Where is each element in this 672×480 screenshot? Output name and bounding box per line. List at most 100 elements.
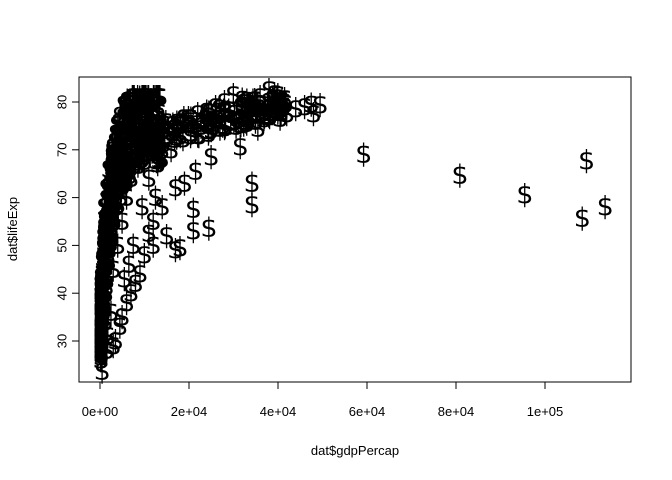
data-point: $ xyxy=(103,223,120,254)
data-point: $ xyxy=(104,148,121,179)
data-point: $ xyxy=(95,285,112,316)
data-point: $ xyxy=(93,292,110,323)
data-point: $ xyxy=(122,104,139,135)
data-point: $ xyxy=(174,107,191,138)
data-point: $ xyxy=(92,318,109,349)
data-point: $ xyxy=(97,306,114,337)
data-point: $ xyxy=(92,335,109,366)
data-point: $ xyxy=(121,101,138,132)
data-point: $ xyxy=(118,142,135,173)
data-point: $ xyxy=(93,329,110,360)
data-point: $ xyxy=(236,87,253,118)
data-point: $ xyxy=(233,90,250,121)
data-point: $ xyxy=(92,315,109,346)
data-point: $ xyxy=(127,147,144,178)
data-point: $ xyxy=(574,203,591,234)
data-point: $ xyxy=(164,117,181,148)
data-point: $ xyxy=(260,100,277,131)
data-point: $ xyxy=(112,147,129,178)
data-point: $ xyxy=(136,84,153,115)
data-point: $ xyxy=(92,338,109,369)
data-point: $ xyxy=(93,315,110,346)
data-point: $ xyxy=(124,144,141,175)
data-point: $ xyxy=(104,181,121,212)
data-point: $ xyxy=(98,244,115,275)
data-point: $ xyxy=(109,120,126,151)
data-point: $ xyxy=(234,90,251,121)
data-point: $ xyxy=(120,148,137,179)
data-point: $ xyxy=(141,89,158,120)
data-point: $ xyxy=(266,79,283,110)
data-point: $ xyxy=(93,303,110,334)
data-point: $ xyxy=(129,140,146,171)
data-point: $ xyxy=(244,97,261,128)
data-point: $ xyxy=(207,91,224,122)
data-point: $ xyxy=(259,93,276,124)
data-point: $ xyxy=(96,245,113,276)
data-point: $ xyxy=(112,100,129,131)
data-point: $ xyxy=(97,211,114,242)
data-point: $ xyxy=(122,102,139,133)
data-point: $ xyxy=(100,172,117,203)
data-point: $ xyxy=(147,182,164,213)
data-point: $ xyxy=(261,102,278,133)
data-point: $ xyxy=(153,135,170,166)
data-point: $ xyxy=(98,248,115,279)
data-point: $ xyxy=(93,265,110,296)
data-point: $ xyxy=(119,109,136,140)
data-point: $ xyxy=(101,192,118,223)
data-point: $ xyxy=(94,276,111,307)
x-ticks: 0e+00 2e+04 4e+04 6e+04 8e+04 1e+05 xyxy=(82,382,563,419)
data-point: $ xyxy=(111,118,128,149)
data-point: $ xyxy=(97,206,114,237)
data-point: $ xyxy=(250,92,267,123)
data-point: $ xyxy=(264,97,281,128)
data-point: $ xyxy=(98,335,115,366)
data-point: $ xyxy=(131,130,148,161)
data-point: $ xyxy=(129,91,146,122)
data-point: $ xyxy=(225,106,242,137)
data-point: $ xyxy=(114,206,131,237)
data-point: $ xyxy=(96,232,113,263)
data-point: $ xyxy=(109,230,126,261)
data-point: $ xyxy=(199,106,216,137)
data-point: $ xyxy=(131,86,148,117)
data-point: $ xyxy=(117,93,134,124)
data-point: $ xyxy=(118,140,135,171)
data-point: $ xyxy=(104,203,121,234)
data-point: $ xyxy=(96,252,113,283)
data-point: $ xyxy=(114,171,131,202)
data-point: $ xyxy=(119,102,136,133)
data-point: $ xyxy=(106,189,123,220)
data-point: $ xyxy=(94,315,111,346)
data-point: $ xyxy=(94,283,111,314)
data-point: $ xyxy=(93,272,110,303)
data-point: $ xyxy=(239,103,256,134)
data-point: $ xyxy=(216,96,233,127)
data-point: $ xyxy=(303,89,320,120)
data-point: $ xyxy=(451,160,468,191)
data-point: $ xyxy=(243,91,260,122)
data-point: $ xyxy=(102,218,119,249)
data-point: $ xyxy=(93,321,110,352)
data-point: $ xyxy=(95,247,112,278)
data-point: $ xyxy=(94,244,111,275)
data-point: $ xyxy=(228,111,245,142)
x-tick-label: 8e+04 xyxy=(438,404,475,419)
data-point: $ xyxy=(92,338,109,369)
data-point: $ xyxy=(148,82,165,113)
data-point: $ xyxy=(180,106,197,137)
data-point: $ xyxy=(119,118,136,149)
data-point: $ xyxy=(198,100,215,131)
data-point: $ xyxy=(132,120,149,151)
data-point: $ xyxy=(212,113,229,144)
data-point: $ xyxy=(133,114,150,145)
data-point: $ xyxy=(92,268,109,299)
data-point: $ xyxy=(238,85,255,116)
data-point: $ xyxy=(134,82,151,113)
data-point: $ xyxy=(108,163,125,194)
data-point: $ xyxy=(115,139,132,170)
data-point: $ xyxy=(106,206,123,237)
data-point: $ xyxy=(133,86,150,117)
data-point: $ xyxy=(187,156,204,187)
